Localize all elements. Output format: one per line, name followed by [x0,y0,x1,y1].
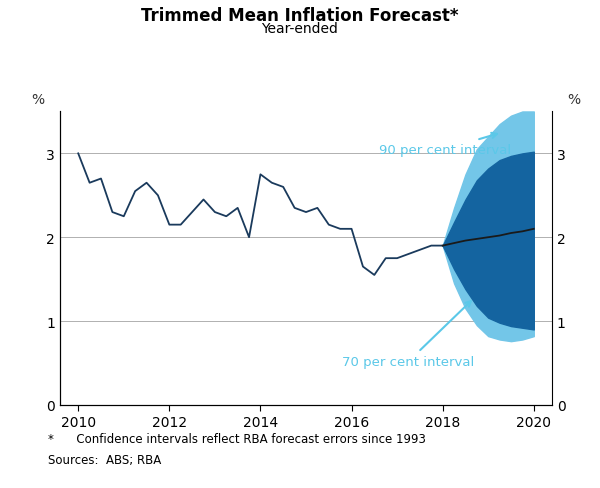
Text: %: % [568,92,581,106]
Text: Trimmed Mean Inflation Forecast*: Trimmed Mean Inflation Forecast* [141,7,459,25]
Text: 90 per cent interval: 90 per cent interval [379,134,511,156]
Text: Sources:  ABS; RBA: Sources: ABS; RBA [48,453,161,466]
Text: *      Confidence intervals reflect RBA forecast errors since 1993: * Confidence intervals reflect RBA forec… [48,432,426,445]
Text: Year-ended: Year-ended [262,22,338,36]
Text: 70 per cent interval: 70 per cent interval [343,302,475,368]
Text: %: % [31,92,44,106]
